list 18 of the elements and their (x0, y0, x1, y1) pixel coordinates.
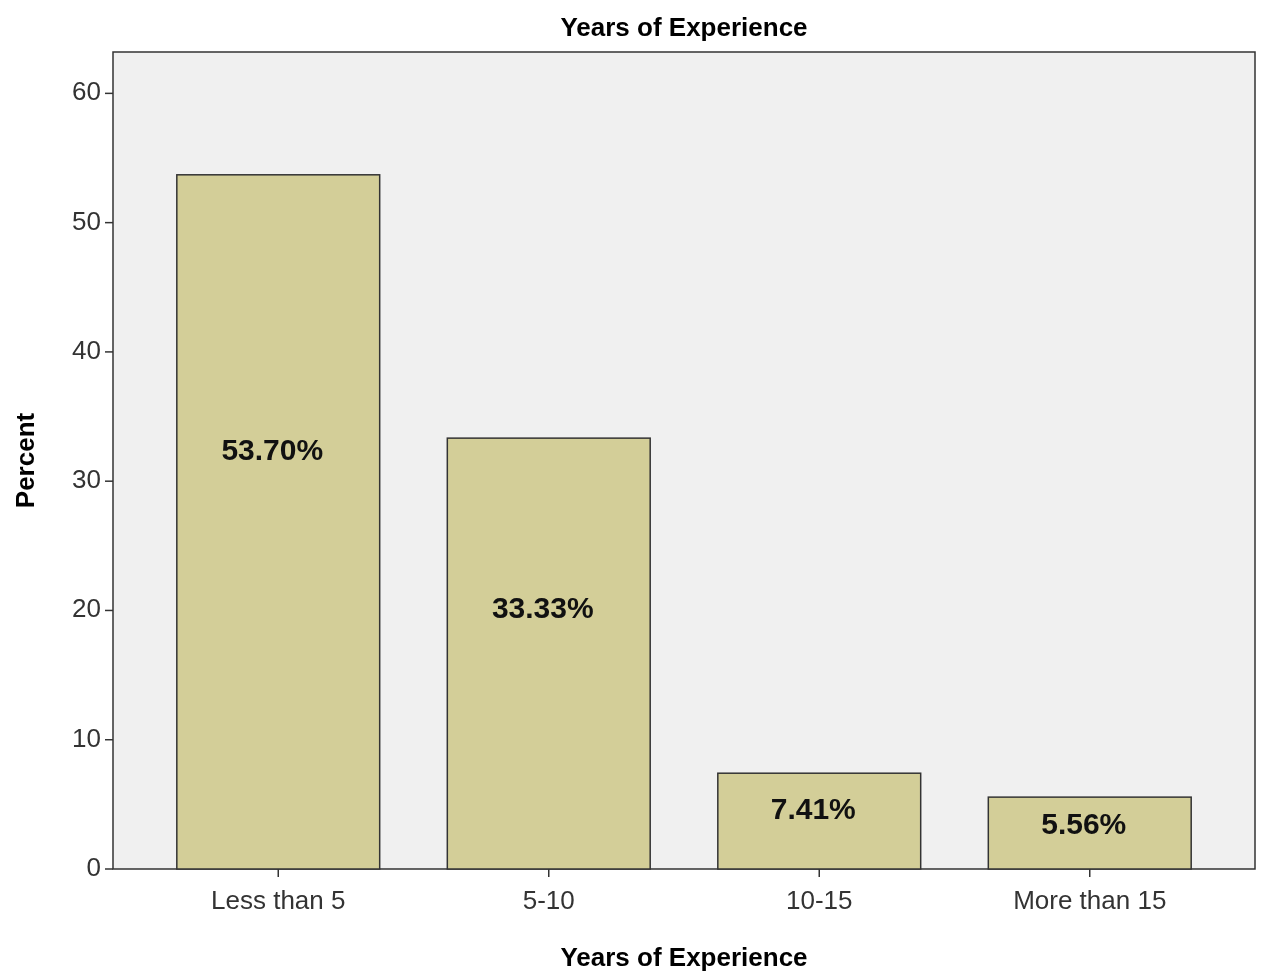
y-tick-label: 30 (72, 464, 101, 495)
x-tick-label: More than 15 (1013, 885, 1167, 915)
y-tick-label: 20 (72, 593, 101, 624)
chart-title: Years of Experience (560, 12, 808, 42)
y-tick-label: 0 (86, 851, 101, 882)
x-tick-label: Less than 5 (211, 885, 346, 915)
data-label: 53.70% (221, 433, 324, 467)
y-tick-label: 40 (72, 334, 101, 365)
y-tick-label: 10 (72, 722, 101, 753)
x-axis-title: Years of Experience (560, 942, 808, 972)
data-label: 5.56% (1041, 806, 1127, 840)
y-tick-label: 60 (72, 76, 101, 107)
x-tick-label: 10-15 (786, 885, 853, 915)
x-tick-label: 5-10 (522, 885, 575, 915)
y-axis-title: Percent (10, 412, 40, 509)
y-tick-label: 50 (72, 205, 101, 236)
data-label: 33.33% (491, 591, 594, 625)
data-label: 7.41% (770, 792, 856, 826)
